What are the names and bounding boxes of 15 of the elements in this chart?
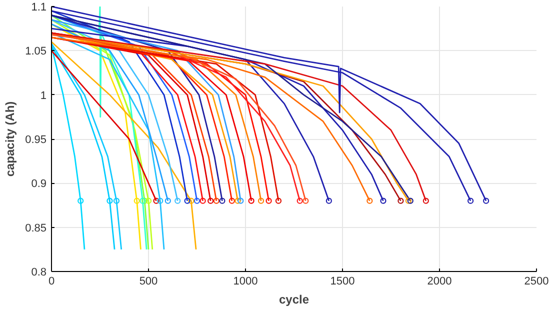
x-tick-label: 2500: [524, 276, 549, 288]
x-tick-label: 2000: [427, 276, 452, 288]
y-tick-label: 0.9: [31, 178, 47, 190]
x-tick-label: 500: [139, 276, 158, 288]
y-tick-label: 1: [40, 90, 47, 102]
y-tick-label: 0.8: [31, 266, 47, 278]
y-tick-label: 0.95: [25, 134, 47, 146]
y-tick-label: 1.05: [25, 46, 47, 58]
x-tick-label: 1500: [330, 276, 355, 288]
x-axis-title: cycle: [278, 292, 310, 306]
x-tick-label: 0: [48, 276, 55, 288]
x-tick-label: 1000: [233, 276, 258, 288]
y-axis-title: capacity (Ah): [3, 101, 18, 177]
y-tick-label: 0.85: [25, 222, 47, 234]
y-tick-label: 1.1: [31, 2, 47, 14]
